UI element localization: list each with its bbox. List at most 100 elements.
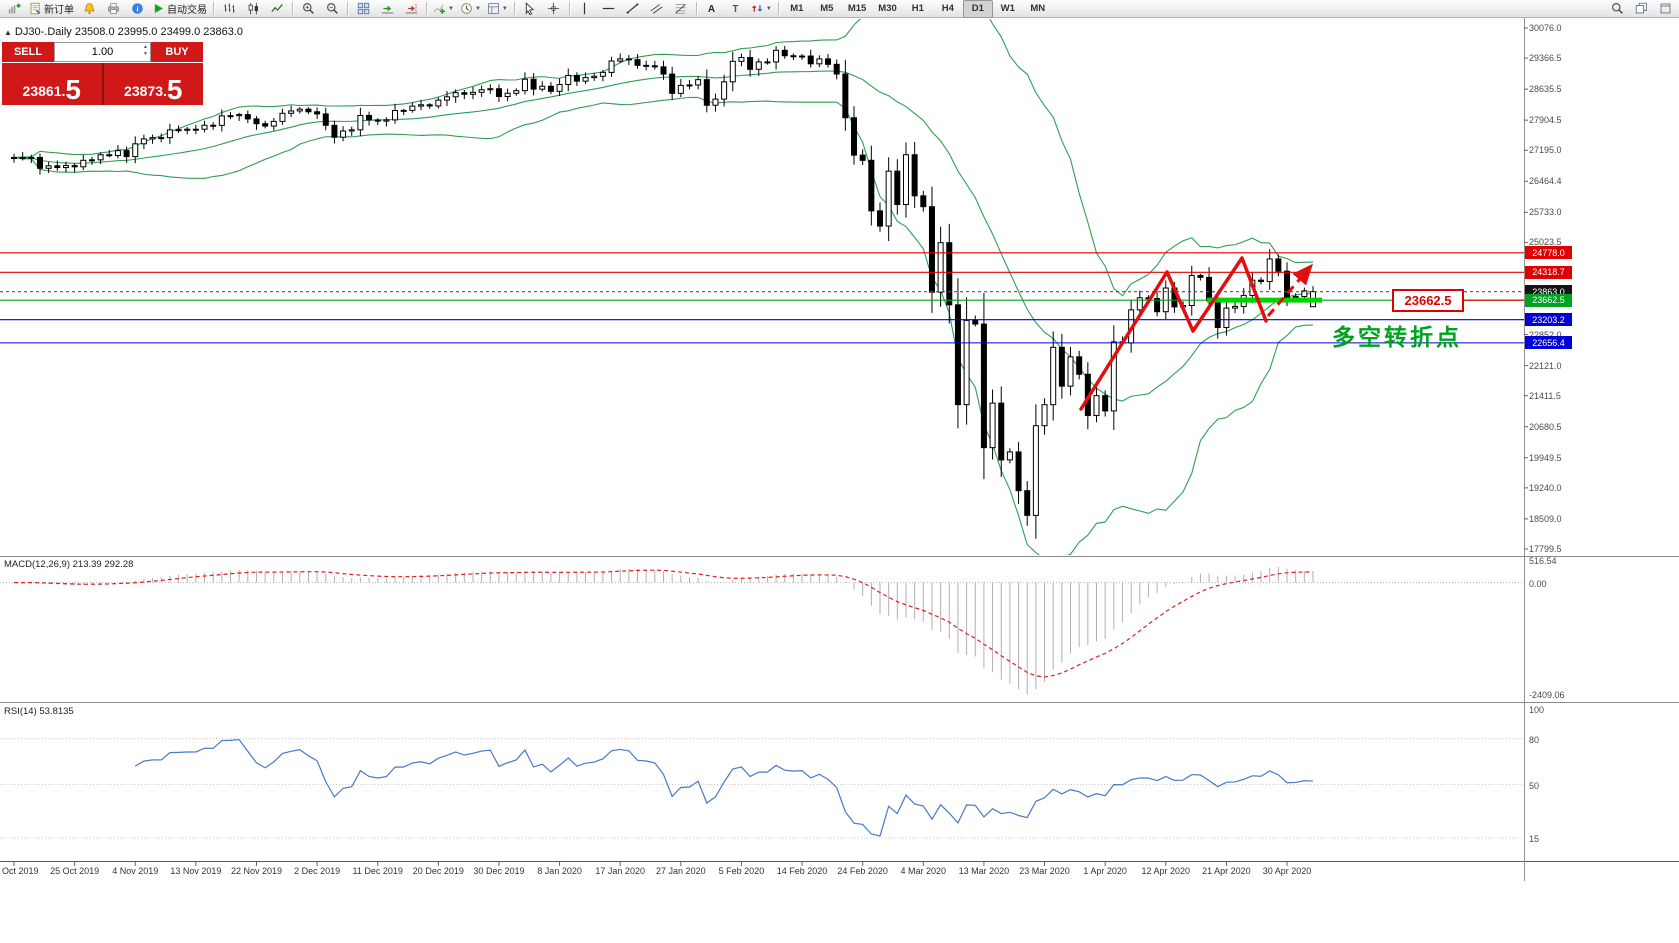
- level-price-label: 24318.7: [1525, 265, 1572, 279]
- toolbar-separator: [292, 2, 293, 15]
- spinner-down-icon[interactable]: ▼: [143, 51, 148, 57]
- periods-button[interactable]: ▼: [457, 0, 484, 18]
- svg-text:A: A: [708, 4, 715, 15]
- fibonacci-button[interactable]: [669, 0, 693, 18]
- vertical-line-button[interactable]: [573, 0, 597, 18]
- timeframe-button-w1[interactable]: W1: [1000, 3, 1015, 14]
- time-axis-label: 15 Oct 2019: [0, 866, 39, 876]
- rsi-scale-label: 100: [1529, 705, 1545, 715]
- axis-ticks: [13, 27, 1528, 866]
- timeframe-button-h1[interactable]: H1: [911, 3, 924, 14]
- chart-shift-button[interactable]: [399, 0, 423, 18]
- one-click-trading-panel: SELL 1.00 ▲ ▼ BUY 23861. 5 23873. 5: [2, 42, 203, 105]
- rsi-scale-label: 80: [1529, 734, 1540, 745]
- timeframe-button-h4[interactable]: H4: [941, 3, 954, 14]
- price-tick-label: 29366.5: [1529, 53, 1562, 64]
- price-level-lines[interactable]: [0, 252, 1524, 344]
- timeframe-button-m1[interactable]: M1: [790, 3, 804, 14]
- horizontal-line-button[interactable]: [597, 0, 621, 18]
- new-window-button[interactable]: [1629, 0, 1653, 18]
- price-tick-label: 20680.5: [1529, 421, 1562, 432]
- line-chart-button[interactable]: [265, 0, 289, 18]
- macd-indicator-label: MACD(12,26,9) 213.39 292.28: [4, 559, 134, 570]
- buy-label: BUY: [151, 42, 203, 62]
- maximize-button[interactable]: [1653, 0, 1677, 18]
- macd-panel: [0, 566, 1524, 695]
- cursor-button[interactable]: [518, 0, 542, 18]
- timeframe-button-mn[interactable]: MN: [1030, 3, 1046, 14]
- channel-button[interactable]: [645, 0, 669, 18]
- timeframe-button-m30[interactable]: M30: [878, 3, 897, 14]
- time-axis-label: 24 Feb 2020: [837, 866, 888, 876]
- bollinger-bands: [13, 19, 1314, 555]
- time-axis-label: 30 Dec 2019: [473, 866, 525, 876]
- time-axis-label: 4 Mar 2020: [900, 866, 947, 876]
- zoom-out-button[interactable]: [320, 0, 344, 18]
- sell-button[interactable]: 23861. 5: [2, 63, 102, 105]
- dropdown-caret-icon: ▼: [448, 5, 454, 12]
- toolbar-separator: [777, 2, 779, 15]
- timeframe-button-m15[interactable]: M15: [847, 3, 867, 14]
- level-price-label: 22656.4: [1525, 336, 1572, 350]
- time-axis-label: 8 Jan 2020: [537, 866, 582, 876]
- level-price-label: 23203.2: [1525, 313, 1572, 327]
- time-axis-label: 14 Feb 2020: [776, 866, 828, 876]
- toolbar-separator: [695, 2, 697, 15]
- bar-chart-button[interactable]: [217, 0, 241, 18]
- trendline-button[interactable]: [621, 0, 645, 18]
- new-order-button[interactable]: 新订单: [26, 0, 77, 18]
- autotrading-button-label: 自动交易: [167, 5, 207, 16]
- time-axis-label: 13 Mar 2020: [958, 866, 1010, 876]
- time-axis-label: 5 Feb 2020: [718, 866, 765, 876]
- templates-button[interactable]: ▼: [484, 0, 511, 18]
- tile-windows-button[interactable]: [351, 0, 375, 18]
- price-tick-label: 21411.5: [1529, 390, 1561, 401]
- alerts-icon[interactable]: [77, 0, 101, 18]
- drawn-annotations[interactable]: [1079, 256, 1524, 411]
- toolbar: 新订单 i 自动交易 ▼ ▼ ▼ A T ▼ M1 M5 M15 M30 H1 H4 D1 W1 MN: [0, 0, 1679, 18]
- buy-button[interactable]: 23873. 5: [101, 63, 203, 105]
- chart-title: ▲ DJ30-.Daily 23508.0 23995.0 23499.0 238…: [4, 26, 243, 38]
- volume-input[interactable]: 1.00 ▲ ▼: [54, 42, 151, 62]
- timeframe-button-d1[interactable]: D1: [962, 0, 993, 18]
- price-callout-label[interactable]: 23662.5: [1392, 289, 1464, 312]
- volume-spinner[interactable]: ▲ ▼: [143, 44, 148, 58]
- indicators-button[interactable]: ▼: [430, 0, 457, 18]
- time-axis-label: 27 Jan 2020: [656, 866, 706, 876]
- new-chart-button[interactable]: [2, 0, 26, 18]
- spinner-up-icon[interactable]: ▲: [143, 44, 148, 50]
- price-tick-label: 25023.5: [1529, 237, 1562, 248]
- sell-label: SELL: [2, 42, 54, 62]
- time-axis-label: 21 Apr 2020: [1202, 866, 1251, 876]
- arrows-button[interactable]: ▼: [748, 0, 775, 18]
- dropdown-caret-icon: ▼: [765, 5, 772, 12]
- new-order-button-label: 新订单: [44, 5, 74, 16]
- level-price-label: 23662.5: [1525, 293, 1572, 307]
- text-label-button[interactable]: T: [724, 0, 748, 18]
- print-icon[interactable]: [101, 0, 125, 18]
- toolbar-separator: [347, 2, 348, 15]
- autotrading-button[interactable]: 自动交易: [149, 0, 210, 18]
- timeframe-button-m5[interactable]: M5: [820, 3, 834, 14]
- time-axis-label: 30 Apr 2020: [1262, 866, 1312, 876]
- crosshair-button[interactable]: [542, 0, 566, 18]
- auto-scroll-button[interactable]: [375, 0, 399, 18]
- dropdown-caret-icon: ▼: [474, 5, 481, 12]
- zoom-in-button[interactable]: [296, 0, 320, 18]
- text-button[interactable]: A: [700, 0, 724, 18]
- time-axis-label: 4 Nov 2019: [112, 866, 159, 876]
- toolbar-right-group: [1605, 0, 1677, 18]
- candlestick-chart-button[interactable]: [241, 0, 265, 18]
- search-button[interactable]: [1605, 0, 1629, 18]
- dropdown-caret-icon: ▼: [501, 5, 508, 12]
- info-icon[interactable]: i: [125, 0, 149, 18]
- price-tick-label: 30076.0: [1529, 23, 1562, 33]
- price-tick-label: 22121.0: [1529, 360, 1562, 371]
- pivot-annotation-text[interactable]: 多空转折点: [1332, 324, 1462, 350]
- time-axis-label: 23 Mar 2020: [1019, 866, 1070, 876]
- time-axis-label: 20 Dec 2019: [412, 866, 464, 876]
- collapse-icon[interactable]: ▲: [4, 28, 12, 37]
- time-axis-label: 11 Dec 2019: [352, 866, 403, 876]
